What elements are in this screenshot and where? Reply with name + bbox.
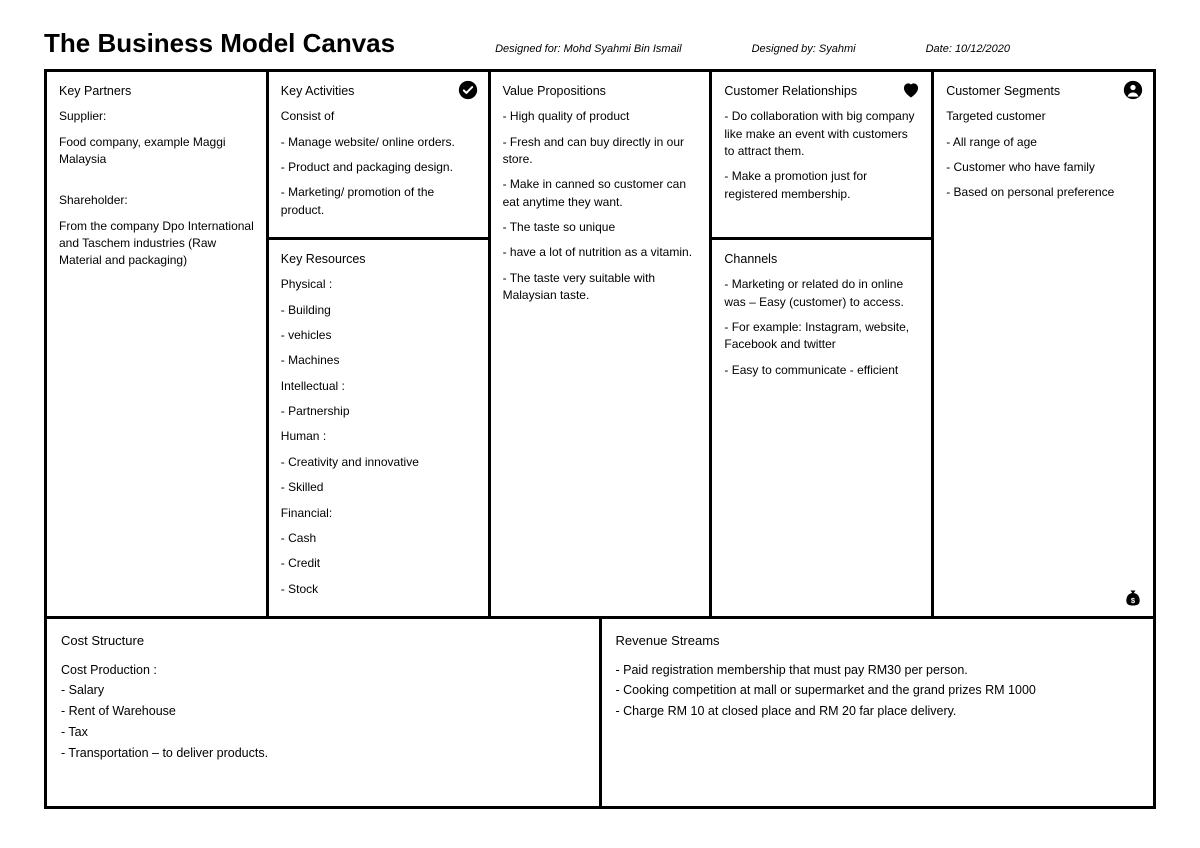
- text: - Rent of Warehouse: [61, 702, 585, 721]
- text: - Make a promotion just for registered m…: [724, 168, 919, 203]
- text: - Cash: [281, 530, 476, 547]
- header: The Business Model Canvas Designed for: …: [44, 28, 1156, 59]
- text: - Manage website/ online orders.: [281, 134, 476, 151]
- person-icon: [1123, 80, 1143, 100]
- text: Physical :: [281, 276, 476, 293]
- col-value-propositions: Value Propositions - High quality of pro…: [491, 72, 713, 616]
- text: - Marketing/ promotion of the product.: [281, 184, 476, 219]
- revenue-streams-title: Revenue Streams: [616, 631, 1140, 651]
- key-activities-title: Key Activities: [281, 82, 476, 100]
- date: Date: 10/12/2020: [926, 43, 1010, 55]
- text: Consist of: [281, 108, 476, 125]
- col-relationships-channels: Customer Relationships - Do collaboratio…: [712, 72, 934, 616]
- text: - For example: Instagram, website, Faceb…: [724, 319, 919, 354]
- meta-row: Designed for: Mohd Syahmi Bin Ismail Des…: [435, 43, 1156, 55]
- cell-channels: Channels - Marketing or related do in on…: [712, 240, 931, 616]
- designed-for: Designed for: Mohd Syahmi Bin Ismail: [495, 43, 682, 55]
- text: Targeted customer: [946, 108, 1141, 125]
- text: - Fresh and can buy directly in our stor…: [503, 134, 698, 169]
- text: - Cooking competition at mall or superma…: [616, 681, 1140, 700]
- text: From the company Dpo International and T…: [59, 218, 254, 270]
- text: - Salary: [61, 681, 585, 700]
- customer-relationships-title: Customer Relationships: [724, 82, 919, 100]
- cell-value-propositions: Value Propositions - High quality of pro…: [491, 72, 710, 616]
- col-key-partners: Key Partners Supplier: Food company, exa…: [47, 72, 269, 616]
- text: - Partnership: [281, 403, 476, 420]
- cost-structure-title: Cost Structure: [61, 631, 585, 651]
- money-bag-icon: $: [1123, 588, 1143, 608]
- col-customer-segments: $ Customer Segments Targeted customer - …: [934, 72, 1153, 616]
- text: - Creativity and innovative: [281, 454, 476, 471]
- text: - Easy to communicate - efficient: [724, 362, 919, 379]
- text: - Credit: [281, 555, 476, 572]
- text: - Building: [281, 302, 476, 319]
- text: - vehicles: [281, 327, 476, 344]
- text: - The taste very suitable with Malaysian…: [503, 270, 698, 305]
- cell-cost-structure: Cost Structure Cost Production : - Salar…: [47, 619, 602, 806]
- text: - All range of age: [946, 134, 1141, 151]
- text: - Transportation – to deliver products.: [61, 744, 585, 763]
- text: - Paid registration membership that must…: [616, 661, 1140, 680]
- text: - The taste so unique: [503, 219, 698, 236]
- cell-customer-relationships: Customer Relationships - Do collaboratio…: [712, 72, 931, 240]
- text: Supplier:: [59, 108, 254, 125]
- canvas-bottom: Cost Structure Cost Production : - Salar…: [47, 616, 1153, 806]
- text: - Stock: [281, 581, 476, 598]
- channels-title: Channels: [724, 250, 919, 268]
- text: - Marketing or related do in online was …: [724, 276, 919, 311]
- heart-icon: [901, 80, 921, 100]
- cell-revenue-streams: Revenue Streams - Paid registration memb…: [602, 619, 1154, 806]
- customer-segments-title: Customer Segments: [946, 82, 1141, 100]
- text: - have a lot of nutrition as a vitamin.: [503, 244, 698, 261]
- text: - Customer who have family: [946, 159, 1141, 176]
- text: - Tax: [61, 723, 585, 742]
- canvas-top: Key Partners Supplier: Food company, exa…: [47, 72, 1153, 616]
- cell-key-partners: Key Partners Supplier: Food company, exa…: [47, 72, 266, 616]
- text: - Make in canned so customer can eat any…: [503, 176, 698, 211]
- canvas: Key Partners Supplier: Food company, exa…: [44, 69, 1156, 809]
- text: - Product and packaging design.: [281, 159, 476, 176]
- text: - Charge RM 10 at closed place and RM 20…: [616, 702, 1140, 721]
- text: - Machines: [281, 352, 476, 369]
- check-icon: [458, 80, 478, 100]
- text: Human :: [281, 428, 476, 445]
- designed-by: Designed by: Syahmi: [752, 43, 856, 55]
- text: Shareholder:: [59, 192, 254, 209]
- text: Food company, example Maggi Malaysia: [59, 134, 254, 169]
- text: - Do collaboration with big company like…: [724, 108, 919, 160]
- text: Cost Production :: [61, 661, 585, 680]
- text: Financial:: [281, 505, 476, 522]
- text: Intellectual :: [281, 378, 476, 395]
- text: - Skilled: [281, 479, 476, 496]
- cell-key-activities: Key Activities Consist of - Manage websi…: [269, 72, 488, 240]
- text: - Based on personal preference: [946, 184, 1141, 201]
- text: - High quality of product: [503, 108, 698, 125]
- cell-key-resources: Key Resources Physical : - Building - ve…: [269, 240, 488, 616]
- value-propositions-title: Value Propositions: [503, 82, 698, 100]
- cell-customer-segments: $ Customer Segments Targeted customer - …: [934, 72, 1153, 616]
- page-title: The Business Model Canvas: [44, 28, 395, 59]
- key-partners-title: Key Partners: [59, 82, 254, 100]
- key-resources-title: Key Resources: [281, 250, 476, 268]
- col-activities-resources: Key Activities Consist of - Manage websi…: [269, 72, 491, 616]
